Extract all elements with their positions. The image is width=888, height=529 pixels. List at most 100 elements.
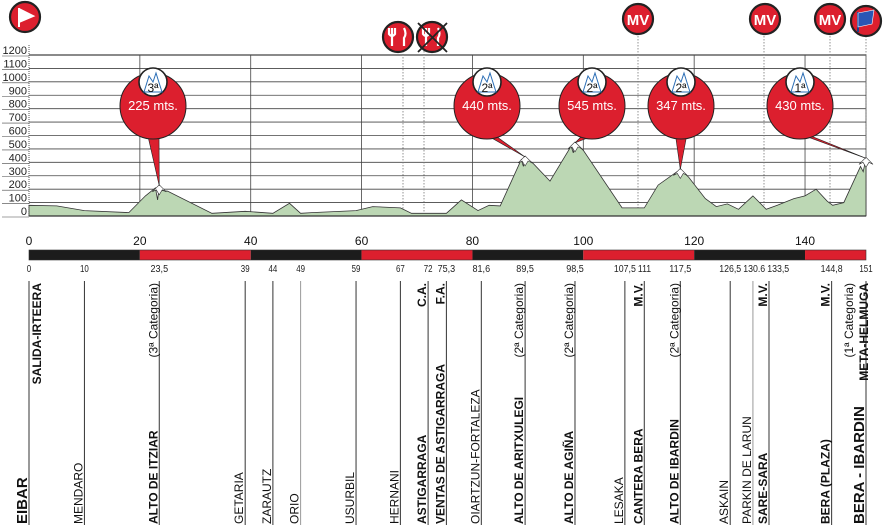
waypoint: 81,6 OIARTZUN-FORTALEZA bbox=[468, 264, 490, 525]
distance-bar-segment bbox=[361, 250, 473, 260]
icon-circle bbox=[748, 2, 782, 36]
y-tick-label: 1100 bbox=[3, 58, 27, 70]
waypoint-note: C.A. bbox=[415, 283, 429, 307]
climb-category: 2ª bbox=[481, 81, 493, 95]
waypoint: 130.6 PARKIN DE LARUN bbox=[740, 264, 766, 525]
sprint-label: MV bbox=[627, 12, 650, 29]
climb-altitude-label: 430 mts. bbox=[775, 98, 825, 113]
sprint-label: MV bbox=[819, 12, 842, 29]
waypoint: 0 EIBAR SALIDA-IRTEERA bbox=[14, 264, 44, 525]
y-tick-label: 600 bbox=[9, 126, 27, 138]
end-feed-zone-icon bbox=[415, 20, 449, 54]
waypoint-km-label: 98,5 bbox=[566, 264, 584, 275]
waypoint-note: (1ª Categoria) bbox=[842, 283, 856, 357]
waypoint-name: ZARAUTZ bbox=[260, 469, 274, 524]
summit-snow-icon bbox=[567, 141, 583, 153]
waypoint-name: ALTO DE ARITXULEGI bbox=[512, 397, 526, 524]
y-tick-label: 1000 bbox=[3, 72, 27, 84]
waypoint-note: (3ª Categoria) bbox=[146, 283, 160, 357]
waypoint: 59 USURBIL bbox=[343, 264, 361, 525]
elevation-profile-area bbox=[28, 142, 867, 217]
climb-marker: 2ª 347 mts. bbox=[647, 67, 715, 180]
waypoint-name: ALTO DE IBARDIN bbox=[667, 419, 681, 524]
waypoint: 49 ORIO bbox=[288, 264, 305, 525]
waypoint-note: F.A. bbox=[433, 283, 447, 304]
waypoint-name: LESAKA bbox=[612, 477, 626, 524]
climb-altitude-label: 440 mts. bbox=[462, 98, 512, 113]
waypoint-km-label: 49 bbox=[296, 264, 305, 275]
waypoint: 151 BERA - IBARDIN (1ª Categoria) META-HELM… bbox=[842, 264, 873, 525]
waypoint-note: SALIDA-IRTEERA bbox=[30, 283, 44, 385]
waypoint-name: CANTERA BERA bbox=[631, 428, 645, 524]
waypoint-note: M.V. bbox=[819, 283, 833, 307]
distance-bar-segment bbox=[139, 250, 251, 260]
mountain-icon bbox=[477, 71, 497, 93]
waypoint-km-label: 89,5 bbox=[516, 264, 534, 275]
finish-flag-icon bbox=[849, 4, 883, 38]
climb-marker: 1ª 430 mts. bbox=[766, 67, 874, 168]
waypoint: 107,5 LESAKA bbox=[612, 264, 636, 525]
x-tick-label: 120 bbox=[684, 234, 704, 248]
waypoint-km-label: 107,5 bbox=[614, 264, 636, 275]
climb-marker: 2ª 440 mts. bbox=[453, 67, 533, 167]
y-tick-label: 500 bbox=[9, 139, 27, 151]
feed-zone-icon bbox=[381, 20, 415, 54]
waypoint-name: ALTO DE ITZIAR bbox=[146, 430, 160, 524]
mountain-icon bbox=[671, 71, 691, 93]
waypoint: 144,8 BERA (PLAZA) M.V. bbox=[819, 264, 843, 525]
climb-category: 2ª bbox=[586, 81, 598, 95]
waypoint: 75,3 VENTAS DE ASTIGARRAGA F.A. bbox=[433, 264, 456, 525]
waypoint-km-label: 126,5 bbox=[719, 264, 741, 275]
waypoint-name: EIBAR bbox=[14, 477, 31, 524]
icon-circle bbox=[621, 2, 655, 36]
waypoint-name: ASTIGARRAGA bbox=[415, 434, 429, 524]
waypoint-note: META-HELMUGA bbox=[857, 283, 871, 381]
waypoint-name: ORIO bbox=[288, 493, 302, 524]
climb-category: 2ª bbox=[675, 81, 687, 95]
sprint-icon: MV bbox=[621, 2, 655, 36]
waypoint-name: USURBIL bbox=[343, 472, 357, 524]
waypoint-km-label: 10 bbox=[80, 264, 89, 275]
waypoint-name: GETARIA bbox=[232, 472, 246, 524]
waypoint-km-label: 130.6 bbox=[743, 264, 765, 275]
waypoint-km-label: 117,5 bbox=[669, 264, 691, 275]
waypoint-note: M.V. bbox=[631, 283, 645, 307]
waypoint: 133,5 SARE-SARA M.V. bbox=[756, 264, 790, 525]
waypoint-km-label: 111 bbox=[638, 264, 652, 275]
waypoint-note: M.V. bbox=[756, 283, 770, 307]
distance-bar-segment bbox=[472, 250, 584, 260]
waypoint: 72 ASTIGARRAGA C.A. bbox=[415, 264, 433, 525]
distance-bar-segment bbox=[250, 250, 362, 260]
waypoint-km-label: 39 bbox=[241, 264, 250, 275]
waypoint-km-label: 81,6 bbox=[473, 264, 491, 275]
y-tick-label: 0 bbox=[21, 206, 27, 218]
waypoint-km-label: 59 bbox=[352, 264, 361, 275]
sprint-icon: MV bbox=[813, 2, 847, 36]
start-flag-icon bbox=[8, 0, 42, 34]
mountain-icon bbox=[790, 71, 810, 93]
y-tick-label: 400 bbox=[9, 152, 27, 164]
y-tick-label: 200 bbox=[9, 179, 27, 191]
climb-marker: 3ª 225 mts. bbox=[119, 67, 187, 196]
icon-circle bbox=[813, 2, 847, 36]
sprint-label: MV bbox=[754, 12, 777, 29]
waypoint-km-label: 0 bbox=[27, 264, 32, 275]
waypoint: 10 MENDARO bbox=[71, 264, 89, 525]
waypoint-km-label: 44 bbox=[269, 264, 278, 275]
flag-shape bbox=[18, 8, 36, 27]
waypoint-name: ALTO DE AGIÑA bbox=[561, 431, 576, 524]
waypoint: 111 CANTERA BERA M.V. bbox=[631, 264, 651, 525]
climb-altitude-label: 347 mts. bbox=[656, 98, 706, 113]
waypoint: 39 GETARIA bbox=[232, 264, 250, 525]
x-tick-label: 40 bbox=[244, 234, 258, 248]
waypoint-km-label: 133,5 bbox=[767, 264, 789, 275]
climb-altitude-label: 225 mts. bbox=[128, 98, 178, 113]
waypoint-name: SARE-SARA bbox=[756, 452, 770, 524]
distance-bar-segment bbox=[805, 250, 866, 260]
mountain-icon bbox=[582, 71, 602, 93]
icon-circle bbox=[381, 20, 415, 54]
x-tick-label: 100 bbox=[573, 234, 593, 248]
x-tick-label: 60 bbox=[355, 234, 369, 248]
distance-bar-segment bbox=[694, 250, 806, 260]
